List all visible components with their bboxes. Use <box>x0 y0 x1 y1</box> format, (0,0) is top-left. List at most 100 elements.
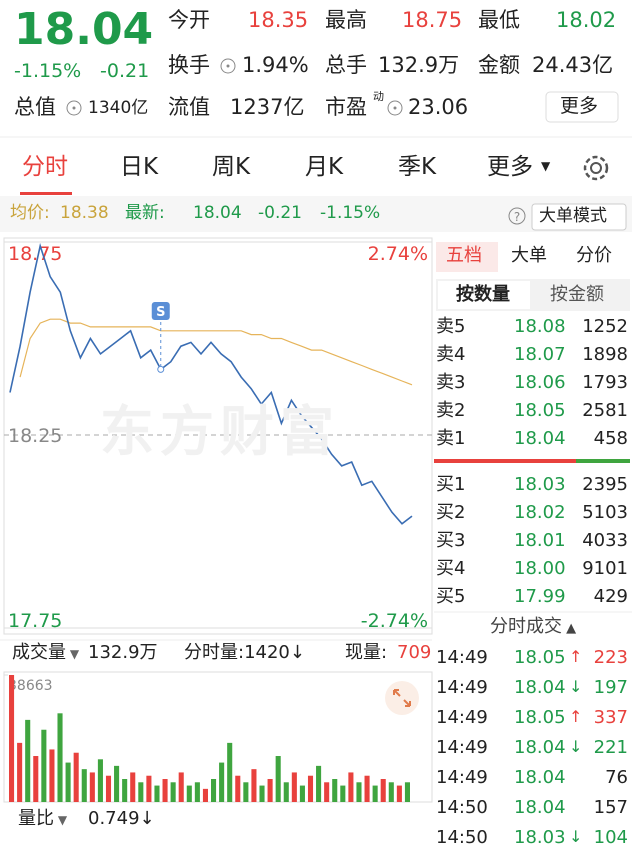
trade-time: 14:49 <box>436 707 488 728</box>
volume-bar <box>130 772 136 802</box>
info-icon <box>387 100 403 116</box>
stat-label: 总手 <box>325 53 367 77</box>
ratio-label-text: 量比 <box>18 808 54 829</box>
dropdown-arrow: ▼ <box>541 159 551 173</box>
info-icon <box>220 58 236 74</box>
panel-subtab[interactable]: 按数量 <box>456 284 510 305</box>
tab[interactable]: 分时 <box>22 154 68 180</box>
more-button[interactable]: 更多 <box>560 95 599 117</box>
info-icon <box>66 100 82 116</box>
book-price: 18.06 <box>514 372 566 393</box>
panel-tab[interactable]: 五档 <box>446 245 482 266</box>
tab[interactable]: 日K <box>120 154 159 180</box>
book-label: 卖4 <box>436 344 466 365</box>
trade-time: 14:49 <box>436 737 488 758</box>
dropdown-arrow: ▼ <box>54 813 68 827</box>
volume-bar <box>227 742 233 802</box>
volume-total: 132.9万 <box>88 642 158 663</box>
volume-bar <box>25 719 31 802</box>
volume-bar <box>275 756 281 802</box>
volume-label-text: 成交量 <box>12 642 66 663</box>
tab[interactable]: 季K <box>398 154 437 180</box>
volume-bar <box>348 772 354 802</box>
volume-bar <box>81 769 87 802</box>
volume-bar <box>49 749 55 802</box>
volume-bar <box>65 762 71 802</box>
trade-price: 18.05 <box>514 707 566 728</box>
mode-button[interactable]: 大单模式 <box>539 206 607 226</box>
signal-label: S <box>156 305 165 320</box>
volume-bar <box>146 775 152 802</box>
info-icon-dot <box>393 106 397 110</box>
y-tick-label: 18.25 <box>8 425 62 447</box>
volume-bar <box>202 788 208 802</box>
volume-bar <box>186 785 192 802</box>
ask-bar <box>434 459 576 463</box>
trade-time: 14:49 <box>436 767 488 788</box>
trade-direction: ↑ <box>569 647 583 666</box>
book-volume: 4033 <box>582 530 628 551</box>
panel-tab[interactable]: 大单 <box>511 245 547 266</box>
book-volume: 5103 <box>582 502 628 523</box>
trade-price: 18.03 <box>514 827 566 848</box>
volume-bar <box>396 785 402 802</box>
change: -0.21 <box>100 60 150 82</box>
volume-bar <box>219 762 225 802</box>
volume-bar <box>380 779 386 802</box>
book-label: 卖3 <box>436 372 466 393</box>
latest-label: 最新: <box>125 203 165 223</box>
book-price: 18.07 <box>514 344 566 365</box>
tab[interactable]: 月K <box>305 154 344 180</box>
tab[interactable]: 更多 <box>487 154 533 180</box>
volume-bar <box>138 782 144 802</box>
volume-current: 709 <box>397 642 432 663</box>
book-label: 买1 <box>436 474 466 495</box>
tab[interactable]: 周K <box>212 154 251 180</box>
trades-title[interactable]: 分时成交 ▲ <box>490 618 576 636</box>
settings-icon[interactable] <box>583 155 609 181</box>
volume-bar <box>105 775 112 802</box>
volume-bar <box>178 772 184 802</box>
price: 18.04 <box>14 4 154 55</box>
stat-label: 金额 <box>478 53 520 77</box>
volume-bar <box>324 782 330 802</box>
volume-bar <box>316 765 322 802</box>
volume-bar <box>162 779 168 802</box>
stat-value: 132.9万 <box>378 53 460 77</box>
trade-price: 18.04 <box>514 767 566 788</box>
ratio-label[interactable]: 量比 ▼ <box>18 810 67 828</box>
volume-bar <box>170 782 176 802</box>
panel-subtab[interactable]: 按金额 <box>550 284 604 305</box>
volume-bar <box>267 779 273 802</box>
stat-label: 最高 <box>325 8 367 32</box>
volume-label[interactable]: 成交量 ▼ <box>12 644 79 662</box>
trade-direction: ↓ <box>569 677 583 696</box>
volume-minute: 分时量:1420↓ <box>184 642 305 663</box>
volume-bar <box>41 729 47 802</box>
change-pct: -1.15% <box>14 60 82 82</box>
expand-icon-bg[interactable] <box>385 681 419 715</box>
book-price: 18.03 <box>514 474 566 495</box>
y-tick-label: 18.75 <box>8 243 62 265</box>
book-volume: 1793 <box>582 372 628 393</box>
trade-direction: ↓ <box>569 737 583 756</box>
volume-bar <box>89 772 95 802</box>
stat-value: 23.06 <box>408 95 469 119</box>
volume-bar <box>372 785 378 802</box>
volume-bar <box>243 782 249 802</box>
stat-value: 18.35 <box>248 8 309 32</box>
book-price: 18.04 <box>514 428 566 449</box>
volume-bar <box>33 756 39 802</box>
trade-volume: 221 <box>593 737 628 758</box>
volume-bar <box>235 775 241 802</box>
book-label: 卖2 <box>436 400 466 421</box>
volume-bar <box>307 775 314 802</box>
signal-dot <box>157 365 165 373</box>
book-price: 18.05 <box>514 400 566 421</box>
help-icon-mark: ? <box>514 210 520 224</box>
volume-bar <box>356 782 362 802</box>
stat-value: 1237亿 <box>230 95 305 119</box>
panel-tab[interactable]: 分价 <box>576 245 612 266</box>
info-icon-dot <box>72 106 76 110</box>
